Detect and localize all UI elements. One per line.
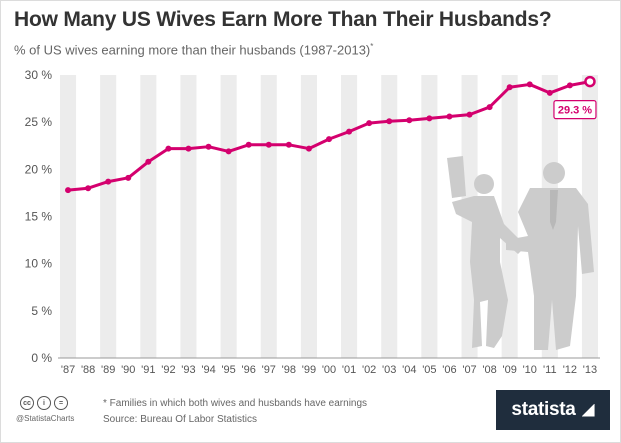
x-tick-label: '08 [482,364,496,376]
y-tick-label: 10 % [25,257,53,271]
background-stripe [381,75,398,358]
data-point [346,128,353,135]
x-tick-label: '01 [342,364,356,376]
background-stripe [581,75,598,358]
brand-name: statista [511,399,576,420]
data-point [265,141,272,148]
x-tick-label: '94 [201,364,215,376]
background-stripe [260,75,277,358]
background-stripe [300,75,317,358]
data-point [105,178,112,185]
x-tick-label: '00 [322,364,336,376]
x-tick-label: '97 [262,364,276,376]
annotation-label: 29.3 % [558,105,592,117]
chart-title: How Many US Wives Earn More Than Their H… [14,8,552,31]
background-stripes [60,75,598,358]
subtitle-text: % of US wives earning more than their hu… [14,42,371,58]
data-point [225,148,232,155]
data-point [426,115,433,122]
data-point [185,145,192,152]
background-stripe [60,75,77,358]
data-point [526,81,533,88]
background-stripe [180,75,197,358]
data-point [85,185,92,192]
x-tick-label: '06 [442,364,456,376]
background-stripe [421,75,438,358]
x-tick-label: '98 [282,364,296,376]
x-axis: '87 '88 '89 '90 '91 '92 '93 '94 '95 '96 '97 '98 '99 '… [61,364,597,376]
x-tick-label: '10 [523,364,537,376]
source-note: Source: Bureau Of Labor Statistics [103,414,257,425]
x-tick-label: '87 [61,364,75,376]
x-tick-label: '13 [583,364,597,376]
y-tick-label: 25 % [25,115,53,129]
data-point [506,84,513,91]
data-point [446,113,453,120]
data-point [145,158,152,165]
data-point [546,89,553,96]
data-point [386,118,393,125]
y-tick-label: 0 % [31,351,52,365]
statista-logo[interactable]: statista [496,390,610,430]
x-tick-label: '12 [563,364,577,376]
x-tick-label: '92 [161,364,175,376]
data-point [305,145,312,152]
subtitle-marker: * [370,42,374,51]
data-point [165,145,172,152]
data-point [566,82,573,89]
y-tick-label: 15 % [25,210,53,224]
x-tick-label: '03 [382,364,396,376]
background-stripe [140,75,157,358]
data-point [326,136,332,143]
x-tick-label: '88 [81,364,95,376]
x-tick-label: '96 [242,364,256,376]
footnote: * Families in which both wives and husba… [103,398,368,409]
x-tick-label: '09 [502,364,516,376]
x-tick-label: '04 [402,364,416,376]
background-stripe [100,75,117,358]
annotation-box [553,100,597,120]
data-points [65,75,596,194]
value-annotation: 29.3 % [553,100,597,120]
y-axis: 0 % 5 % 10 % 15 % 20 % 25 % 30 % [25,68,53,365]
x-tick-label: '93 [181,364,195,376]
data-point [584,75,596,88]
no-derivatives-icon: = [54,396,68,410]
x-tick-label: '02 [362,364,376,376]
data-point [406,117,413,124]
y-tick-label: 20 % [25,162,53,176]
business-couple-silhouette-icon [447,156,594,350]
attribution-icon: i [37,396,51,410]
background-stripe [220,75,237,358]
data-point [125,174,132,181]
data-point [486,104,493,111]
background-stripe [341,75,358,358]
data-point [366,120,373,127]
license-icons: cc i = [20,396,68,410]
x-tick-label: '07 [462,364,476,376]
x-tick-label: '91 [141,364,155,376]
chart-subtitle: % of US wives earning more than their hu… [14,42,373,57]
background-stripe [501,75,518,358]
brand-mark-icon [581,403,595,417]
y-tick-label: 30 % [25,68,53,82]
x-tick-label: '90 [121,364,135,376]
twitter-handle[interactable]: @StatistaCharts [16,414,75,423]
x-tick-label: '11 [543,364,557,376]
cc-icon: cc [20,396,34,410]
x-tick-label: '95 [221,364,235,376]
y-tick-label: 5 % [31,304,52,318]
data-point [65,187,72,194]
data-point [205,143,212,150]
x-tick-label: '89 [101,364,115,376]
x-tick-label: '05 [422,364,436,376]
data-point [245,141,252,148]
data-point [466,111,473,118]
x-tick-label: '99 [302,364,316,376]
data-point [285,141,292,148]
